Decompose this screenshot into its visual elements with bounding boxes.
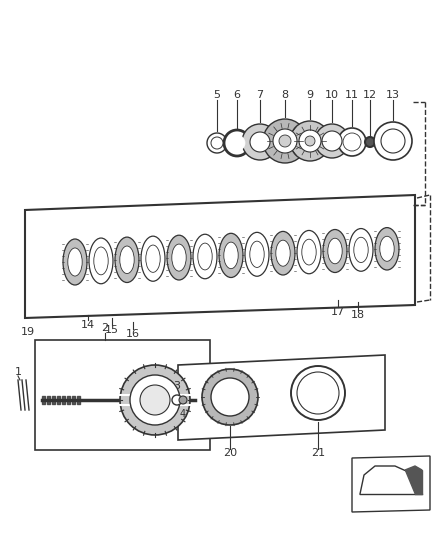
Text: 16: 16 [126,329,140,339]
Ellipse shape [120,246,134,273]
Circle shape [305,136,315,146]
Ellipse shape [224,242,238,269]
Ellipse shape [276,240,290,266]
Circle shape [374,122,412,160]
Circle shape [279,135,291,147]
Circle shape [315,124,349,158]
Text: 1: 1 [14,367,21,377]
Circle shape [242,124,278,160]
Text: 4: 4 [180,409,186,419]
Text: 17: 17 [331,307,345,317]
Text: 8: 8 [282,90,289,100]
Ellipse shape [89,238,113,284]
Ellipse shape [219,233,243,278]
Bar [35,340,210,450]
Text: 6: 6 [233,90,240,100]
Ellipse shape [328,238,342,264]
Circle shape [343,133,361,151]
Ellipse shape [120,365,190,435]
Circle shape [290,121,330,161]
Text: 3: 3 [173,381,180,391]
Text: 13: 13 [386,90,400,100]
Ellipse shape [211,378,249,416]
Ellipse shape [245,232,269,276]
Ellipse shape [302,239,316,265]
Polygon shape [405,470,422,494]
Text: 9: 9 [307,90,314,100]
Ellipse shape [323,230,347,272]
Ellipse shape [130,375,180,425]
Polygon shape [25,195,415,318]
Circle shape [172,395,182,405]
Polygon shape [178,355,385,440]
Polygon shape [405,466,422,470]
Text: 2: 2 [102,323,109,333]
Circle shape [365,137,375,147]
Ellipse shape [115,237,139,282]
Ellipse shape [202,369,258,425]
Circle shape [179,396,187,404]
Ellipse shape [349,229,373,271]
Text: 10: 10 [325,90,339,100]
Text: 12: 12 [363,90,377,100]
Ellipse shape [68,248,82,276]
Ellipse shape [141,236,165,281]
Ellipse shape [380,236,394,261]
Ellipse shape [167,235,191,280]
Text: 5: 5 [213,90,220,100]
Ellipse shape [375,228,399,270]
Circle shape [381,129,405,153]
Text: 14: 14 [81,320,95,330]
Ellipse shape [94,247,108,275]
Text: 20: 20 [223,448,237,458]
Ellipse shape [146,245,160,272]
Ellipse shape [172,244,186,271]
Ellipse shape [250,241,264,268]
Circle shape [299,130,321,152]
Ellipse shape [63,239,87,285]
Text: 11: 11 [345,90,359,100]
Circle shape [224,130,250,156]
Circle shape [263,119,307,163]
Ellipse shape [271,231,295,275]
Text: 21: 21 [311,448,325,458]
Polygon shape [352,456,430,512]
Ellipse shape [291,366,345,420]
Ellipse shape [297,230,321,274]
Ellipse shape [193,234,217,279]
Text: 7: 7 [256,90,264,100]
Ellipse shape [198,243,212,270]
Circle shape [338,128,366,156]
Text: 18: 18 [351,310,365,320]
Circle shape [229,135,245,151]
Circle shape [273,129,297,153]
Circle shape [207,133,227,153]
Circle shape [322,131,342,151]
Text: 15: 15 [105,325,119,335]
Ellipse shape [140,385,170,415]
Ellipse shape [354,237,368,263]
Circle shape [250,132,270,152]
Circle shape [211,137,223,149]
Text: 19: 19 [21,327,35,337]
Ellipse shape [297,372,339,414]
